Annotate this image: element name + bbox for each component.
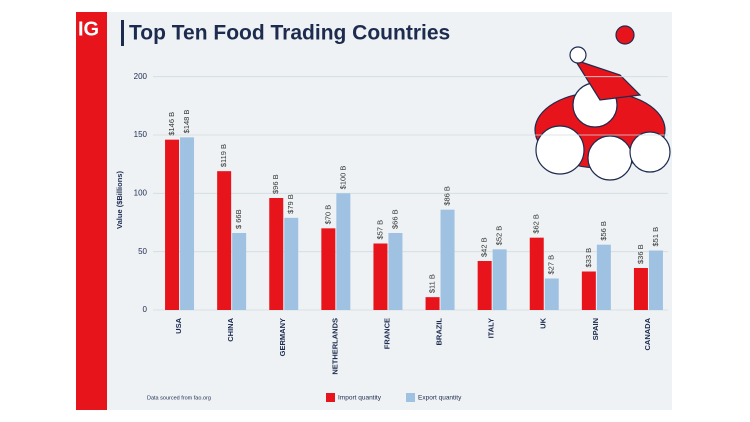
value-label: $51 B — [651, 227, 660, 247]
y-tick-label: 100 — [134, 188, 148, 197]
value-label: $79 B — [286, 194, 295, 214]
logo: IG — [78, 18, 99, 40]
x-tick-label: ITALY — [487, 318, 496, 338]
bar — [180, 137, 195, 310]
x-tick-label: BRAZIL — [435, 318, 444, 346]
y-tick-label: 200 — [134, 72, 148, 81]
brand-strip — [76, 12, 107, 410]
value-label: $56 B — [599, 221, 608, 241]
value-label: $11 B — [428, 274, 437, 293]
bar — [388, 233, 403, 310]
value-label: $ 66B — [234, 209, 243, 229]
bar — [596, 244, 611, 310]
illustration — [534, 25, 671, 181]
bar — [633, 268, 648, 310]
value-label: $70 B — [323, 205, 332, 225]
value-label: $86 B — [443, 186, 452, 206]
bar — [425, 297, 440, 310]
value-label: $148 B — [182, 110, 191, 134]
bar — [477, 261, 492, 310]
y-tick-label: 50 — [138, 247, 147, 256]
y-tick-label: 0 — [143, 305, 148, 314]
value-label: $52 B — [495, 226, 504, 246]
title-bar — [121, 20, 124, 46]
legend-swatch — [326, 393, 335, 402]
bar — [321, 228, 336, 310]
value-label: $146 B — [167, 112, 176, 136]
value-label: $119 B — [219, 144, 228, 167]
bar — [581, 271, 596, 310]
panel — [107, 12, 672, 410]
value-label: $100 B — [338, 166, 347, 190]
bar — [440, 209, 455, 310]
x-tick-label: FRANCE — [382, 318, 391, 349]
y-tick-label: 150 — [134, 130, 148, 139]
x-tick-label: NETHERLANDS — [330, 318, 339, 375]
bar — [269, 198, 284, 310]
bar — [492, 249, 507, 310]
value-label: $62 B — [532, 214, 541, 234]
source-note: Data sourced from fao.org — [147, 395, 211, 401]
value-label: $96 B — [271, 174, 280, 194]
legend-label: Export quantity — [418, 395, 462, 402]
bar — [648, 250, 663, 310]
bar — [217, 171, 232, 310]
bar — [336, 193, 351, 310]
value-label: $36 B — [636, 244, 645, 264]
x-tick-label: UK — [539, 317, 548, 328]
x-tick-label: GERMANY — [278, 318, 287, 356]
bar — [284, 217, 299, 310]
x-tick-label: CANADA — [643, 317, 652, 350]
x-tick-label: CHINA — [226, 317, 235, 341]
bar — [373, 243, 388, 310]
value-label: $66 B — [390, 209, 399, 229]
x-tick-label: SPAIN — [591, 318, 600, 340]
bar — [165, 139, 180, 310]
bar — [529, 237, 544, 310]
y-axis-label: Value ($Billions) — [115, 171, 124, 229]
bar — [544, 278, 559, 310]
value-label: $27 B — [547, 255, 556, 275]
value-label: $33 B — [584, 248, 593, 268]
bar — [232, 233, 247, 310]
chart-title: Top Ten Food Trading Countries — [129, 22, 450, 45]
x-tick-label: USA — [174, 317, 183, 333]
legend-swatch — [406, 393, 415, 402]
legend-label: Import quantity — [338, 395, 382, 402]
value-label: $57 B — [375, 220, 384, 240]
value-label: $42 B — [480, 237, 489, 257]
